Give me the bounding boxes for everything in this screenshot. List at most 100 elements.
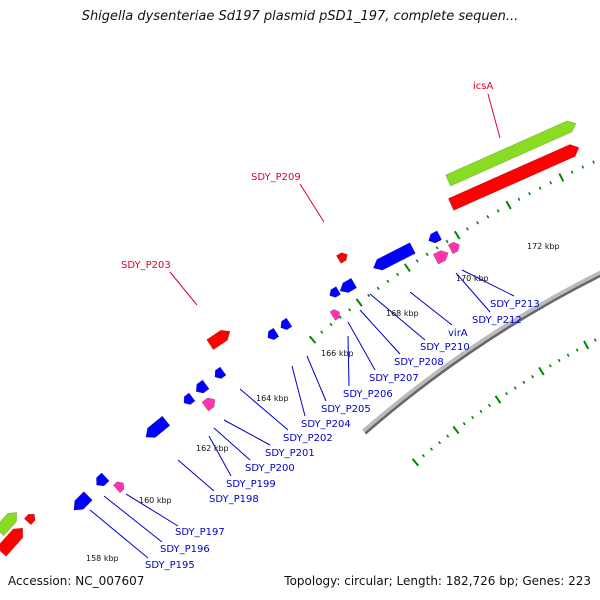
edge-forward-gene-small-shape [23,513,36,526]
blue-leader-line [239,388,289,431]
pseudo-gene-4 [201,397,216,412]
blue-leader-line [369,293,426,341]
blue-leader-line [89,509,149,559]
reverse-gene-6-shape [267,327,280,341]
reverse-gene-8-shape [195,379,210,394]
kbp-tick-label: 168 kbp [386,309,419,318]
blue-leader-line [359,309,401,355]
icsa-highlight-gene [445,120,577,187]
blue-leader-line [455,272,491,313]
edge-forward-gene-small [23,513,36,526]
inner-tick [438,440,442,445]
outer-tick [329,322,333,327]
blue-leader-line [306,355,327,402]
inner-tick [575,348,579,352]
outer-tick [348,308,352,312]
inner-tick [593,338,597,342]
sdy-p209-gene-shape [336,252,348,264]
map-title: Shigella dysenteriae Sd197 plasmid pSD1_… [81,9,519,24]
inner-tick [462,422,466,426]
outer-tick [308,335,317,344]
outer-tick [386,279,390,284]
reverse-gene-11 [96,472,110,487]
label-leader-lines [89,93,515,559]
reverse-gene-2 [428,230,443,244]
outer-tick [376,286,380,291]
blue-leader-line [103,495,163,543]
outer-tick [338,315,342,319]
edge-highlight-gene-shape [0,511,18,537]
inner-tick [494,395,502,404]
outer-tick [355,298,363,307]
inner-tick [531,374,535,379]
blue-leader-line [177,459,215,492]
reverse-gene-2-shape [428,230,443,244]
reverse-gene-4-shape [329,286,341,298]
inner-gene-label: SDY_P196 [160,544,210,555]
outer-tick [581,165,585,169]
outer-tick [445,239,449,244]
inner-tick [429,447,434,451]
sdy-p209-gene [336,252,348,264]
inner-tick [513,386,517,390]
blue-leader-line [223,419,271,446]
blue-leader-line [291,365,306,417]
outer-tick [517,197,521,202]
reverse-gene-12-shape [73,491,93,511]
outer-tick [570,170,574,174]
outer-tick [320,330,324,334]
outer-gene-label: icsA [473,81,493,92]
backbone-line [364,274,600,435]
outer-tick [549,181,553,185]
pseudo-gene-5-shape [112,481,125,494]
red-leader-line [487,93,501,139]
inner-gene-label: SDY_P205 [321,404,371,415]
blue-leader-line [461,269,515,297]
inner-tick [505,392,509,396]
kbp-tick-label: 162 kbp [196,444,229,453]
backbone-shadow [362,270,600,435]
inner-gene-label: SDY_P195 [145,560,195,571]
red-leader-line [299,183,325,223]
outer-tick [528,191,531,196]
inner-gene-label: SDY_P213 [490,299,540,310]
inner-gene-label: SDY_P207 [369,373,419,384]
outer-tick [486,215,490,219]
outer-tick [435,246,439,250]
outer-tick [425,252,429,257]
inner-gene-label: SDY_P200 [245,463,295,474]
inner-gene-label: SDY_P208 [394,357,444,368]
inner-tick [471,415,475,420]
reverse-gene-4 [329,286,341,298]
reverse-gene-8 [195,379,210,394]
topology-summary: Topology: circular; Length: 182,726 bp; … [284,574,591,588]
kbp-tick-label: 170 kbp [456,274,489,283]
icsa-highlight-gene-shape [445,120,577,187]
gene-labels: 158 kbp 160 kbp 162 kbp 164 kbp 166 kbp 168 k… [86,81,560,571]
pseudo-gene-4-shape [201,397,216,412]
outer-tick [404,263,411,272]
reverse-gene-5-shape [280,317,293,331]
outer-tick [367,293,371,298]
accession-text: Accession: NC_007607 [8,574,145,588]
blue-leader-line [213,427,251,461]
sdy-p203-gene-shape [206,329,231,351]
pseudo-gene-1-shape [432,250,449,265]
inner-gene-label: SDY_P199 [226,479,276,490]
inner-gene-label: SDY_P197 [175,527,225,538]
sdy-p203-gene [206,329,231,351]
blue-leader-line [409,291,453,326]
outer-tick [465,227,469,231]
inner-gene-label: SDY_P198 [209,494,259,505]
reverse-gene-6 [267,327,280,341]
blue-leader-line [347,321,376,371]
kbp-tick-label: 164 kbp [256,394,289,403]
outer-tick [476,221,480,225]
pseudo-gene-3 [329,308,340,321]
reverse-gene-10 [145,415,171,438]
outer-tick [592,160,595,164]
outer-tick [454,230,461,240]
inner-gene-label: SDY_P201 [265,448,315,459]
outer-gene-label: SDY_P209 [251,172,301,183]
